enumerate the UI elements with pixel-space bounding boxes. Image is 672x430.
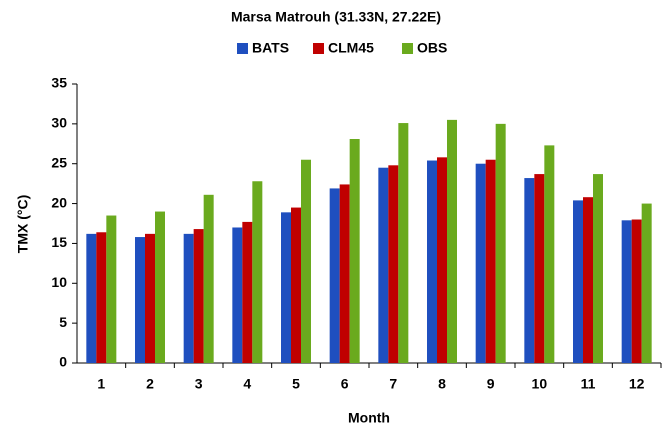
bar — [398, 123, 409, 363]
bar — [183, 233, 194, 363]
legend-label: BATS — [252, 40, 289, 56]
y-axis-label: TMX (°C) — [15, 195, 31, 253]
bar — [437, 157, 447, 363]
bar — [301, 159, 311, 363]
x-tick-label: 11 — [581, 376, 596, 392]
y-tick-label: 5 — [59, 314, 67, 330]
legend-swatch — [237, 43, 248, 54]
x-tick-label: 5 — [292, 376, 300, 392]
bar — [242, 221, 253, 363]
bar — [291, 207, 301, 363]
legend-swatch — [402, 43, 413, 54]
x-tick-label: 9 — [487, 376, 495, 392]
y-tick-label: 15 — [51, 234, 67, 250]
bar — [495, 123, 506, 363]
bar — [447, 119, 457, 363]
bar — [106, 215, 117, 363]
bar — [388, 165, 399, 363]
x-tick-label: 10 — [532, 376, 548, 392]
x-tick-label: 3 — [195, 376, 203, 392]
bar — [378, 167, 389, 363]
y-tick-label: 25 — [51, 154, 67, 170]
x-axis-label: Month — [348, 410, 390, 426]
bar — [329, 188, 340, 363]
bar — [145, 233, 155, 363]
bar — [349, 139, 360, 363]
x-tick-label: 6 — [341, 376, 349, 392]
x-tick-label: 12 — [629, 376, 645, 392]
bar — [544, 145, 555, 363]
y-tick-label: 35 — [51, 75, 67, 91]
y-tick-label: 10 — [51, 274, 67, 290]
x-tick-label: 4 — [243, 376, 251, 392]
bar — [621, 220, 632, 363]
x-tick-label: 2 — [146, 376, 154, 392]
x-tick-label: 8 — [438, 376, 446, 392]
bar — [86, 233, 97, 363]
bar — [573, 200, 583, 363]
bar — [339, 184, 350, 363]
legend-swatch — [313, 43, 324, 54]
x-tick-label: 1 — [97, 376, 105, 392]
y-tick-label: 30 — [51, 115, 67, 131]
legend-label: OBS — [417, 40, 447, 56]
bar — [281, 212, 291, 363]
bar — [135, 237, 145, 363]
x-tick-label: 7 — [389, 376, 397, 392]
bar — [252, 181, 263, 363]
bar — [427, 160, 437, 363]
bar — [96, 232, 107, 363]
bar — [485, 159, 496, 363]
bar — [583, 197, 593, 363]
bar — [232, 227, 243, 363]
y-tick-label: 20 — [51, 194, 67, 210]
bar — [593, 174, 603, 363]
bar — [155, 211, 165, 363]
bar — [641, 203, 652, 363]
chart-title: Marsa Matrouh (31.33N, 27.22E) — [231, 9, 441, 25]
bar — [534, 174, 545, 363]
bar — [524, 178, 535, 363]
bar — [193, 229, 204, 363]
bar — [631, 219, 642, 363]
bar — [475, 163, 486, 363]
y-tick-label: 0 — [59, 354, 67, 370]
bar — [203, 194, 214, 363]
legend-label: CLM45 — [328, 40, 374, 56]
